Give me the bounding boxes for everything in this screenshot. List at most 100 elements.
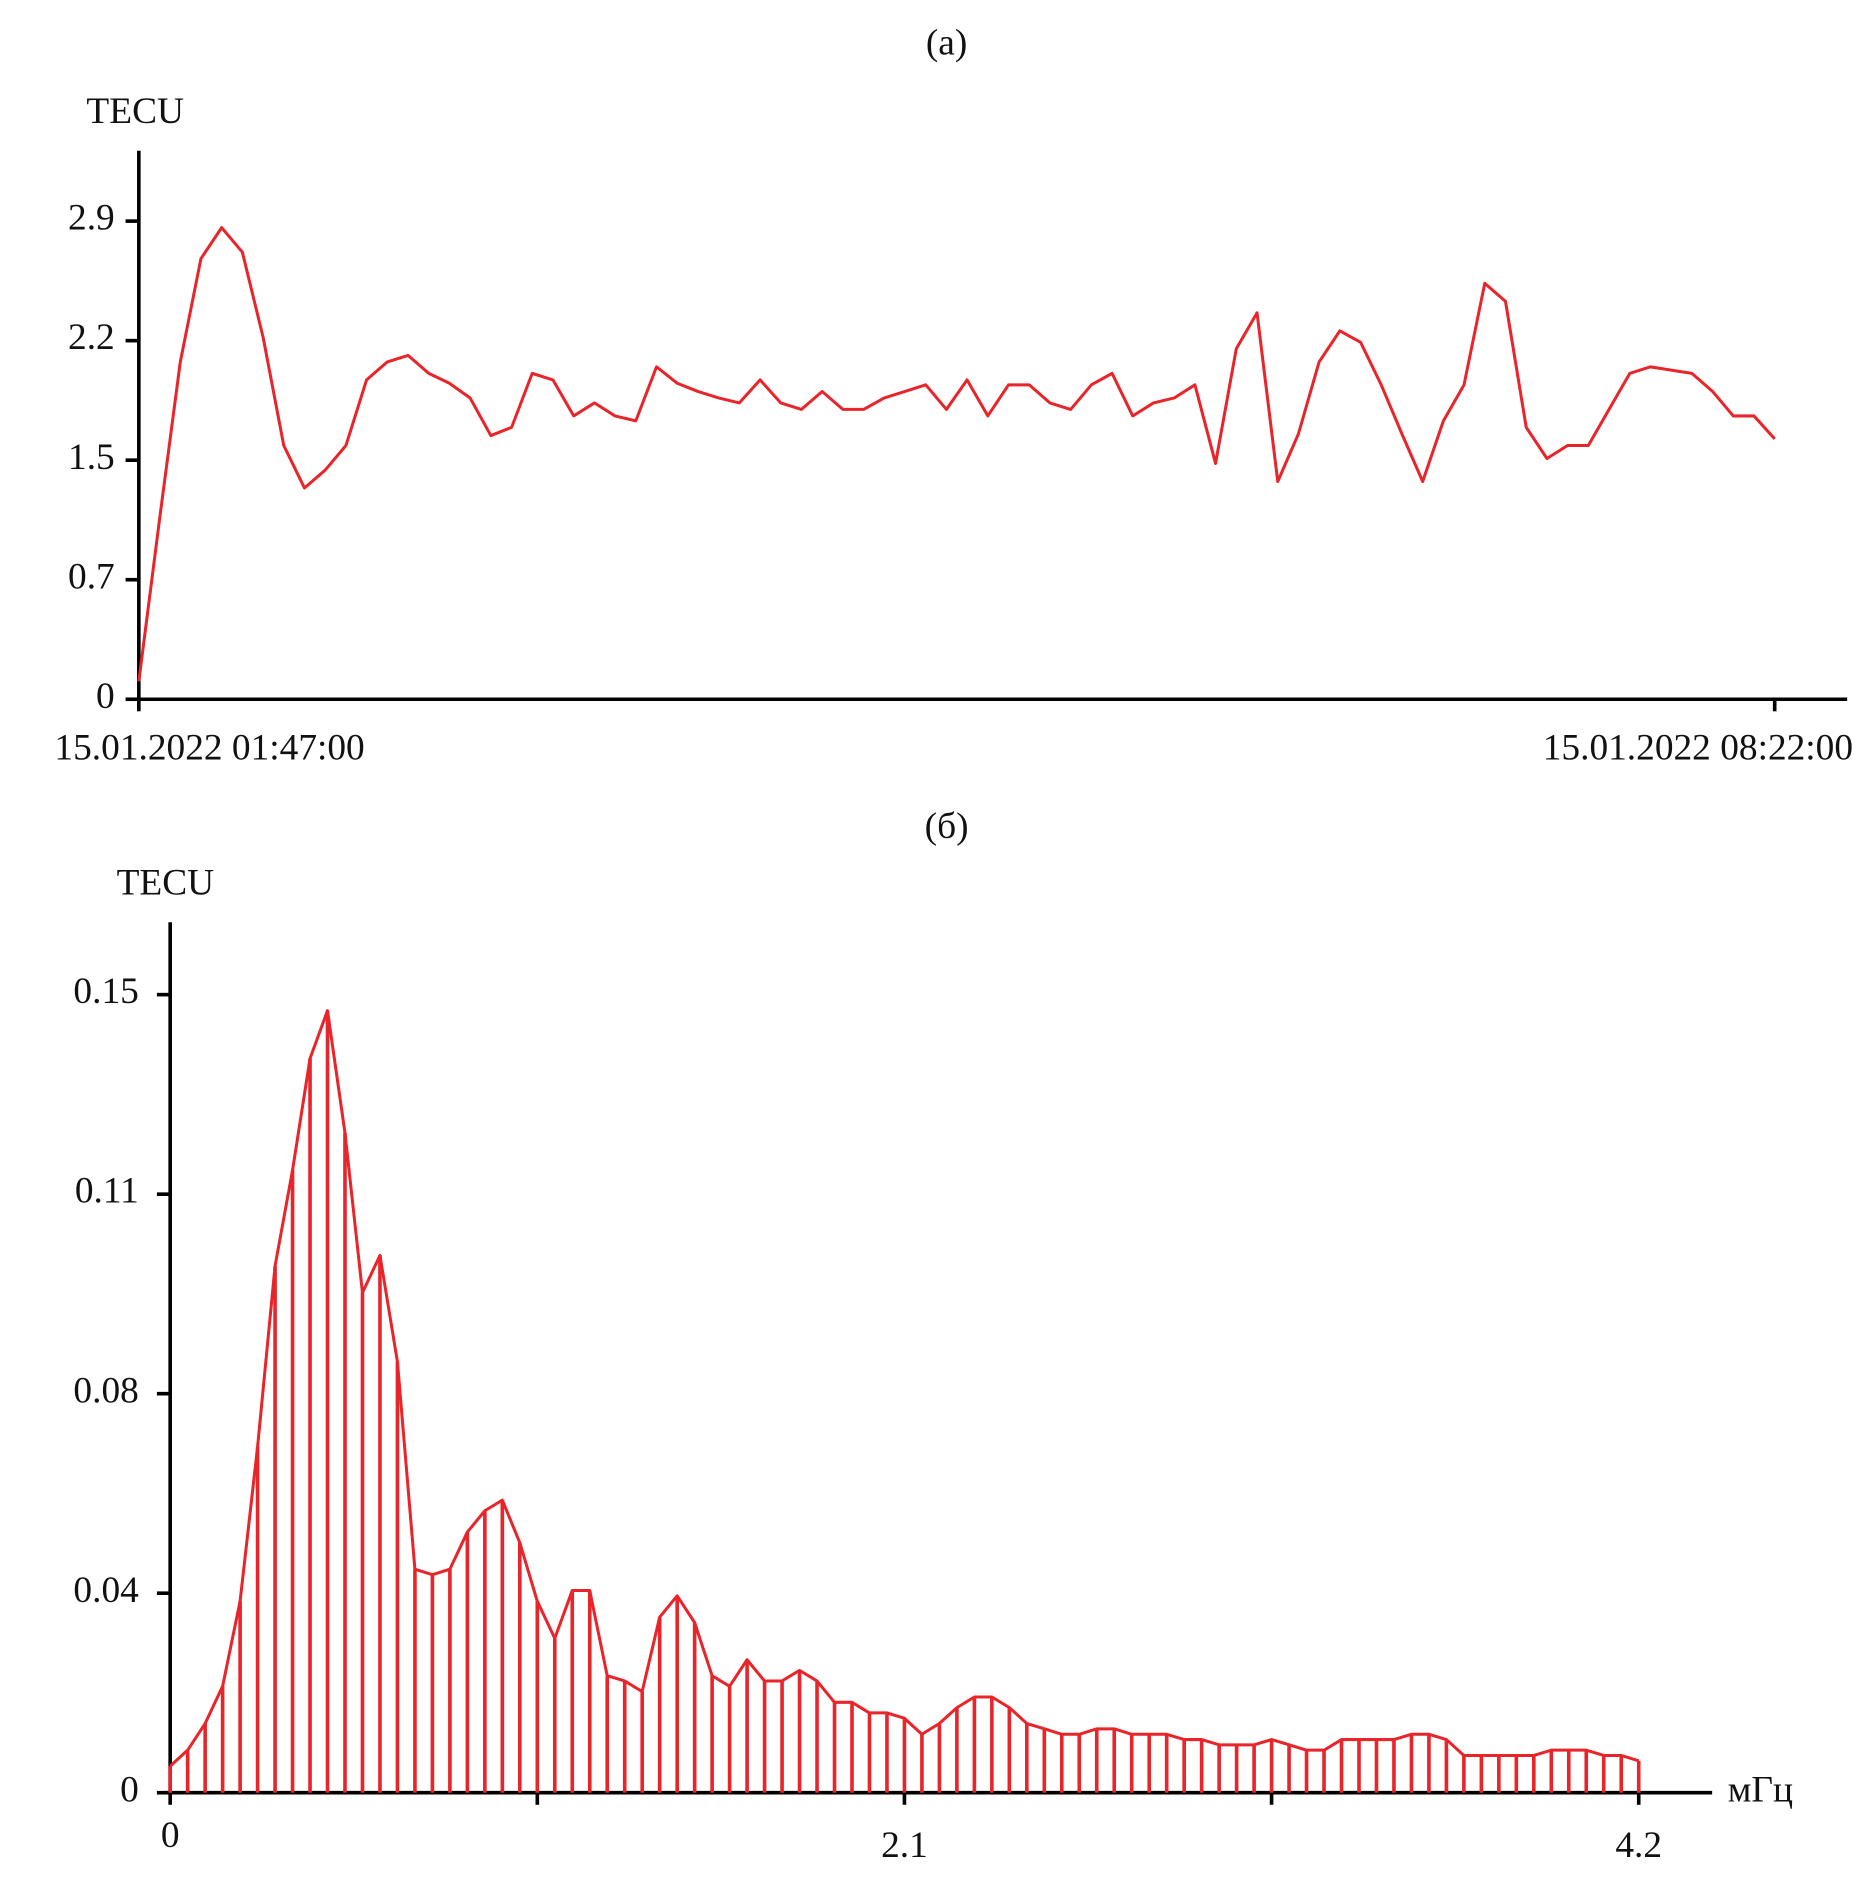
bar bbox=[780, 1680, 784, 1793]
bar bbox=[1427, 1734, 1431, 1793]
bar bbox=[937, 1723, 942, 1793]
bar bbox=[1252, 1744, 1256, 1793]
bar bbox=[1234, 1744, 1239, 1793]
bar bbox=[203, 1723, 207, 1793]
bar bbox=[430, 1574, 435, 1793]
y-tick-label: 0 bbox=[96, 676, 115, 717]
bar bbox=[1217, 1744, 1221, 1793]
bar bbox=[378, 1255, 382, 1793]
y-tick-label: 0.7 bbox=[68, 556, 115, 597]
bar bbox=[1479, 1755, 1484, 1793]
bar bbox=[1339, 1739, 1344, 1793]
bar bbox=[1129, 1734, 1134, 1793]
y-tick-label: 0.04 bbox=[73, 1570, 139, 1611]
bar bbox=[850, 1702, 854, 1793]
bar bbox=[1164, 1734, 1169, 1793]
bar bbox=[1182, 1739, 1186, 1793]
bar bbox=[605, 1675, 610, 1793]
bar bbox=[1007, 1707, 1012, 1793]
x-axis-label: мГц bbox=[1728, 1769, 1793, 1810]
bar bbox=[640, 1691, 645, 1793]
bar bbox=[1147, 1734, 1152, 1793]
bar bbox=[657, 1617, 662, 1793]
bar bbox=[343, 1132, 347, 1793]
bar bbox=[360, 1292, 365, 1793]
bar bbox=[1199, 1739, 1204, 1793]
bar bbox=[955, 1707, 959, 1793]
bar bbox=[972, 1696, 977, 1793]
bar bbox=[832, 1702, 837, 1793]
bar bbox=[1287, 1744, 1291, 1793]
y-tick-label: 0 bbox=[120, 1769, 139, 1810]
bar bbox=[1322, 1750, 1326, 1793]
bar bbox=[710, 1675, 714, 1793]
bar bbox=[1025, 1723, 1029, 1793]
bar bbox=[1409, 1734, 1414, 1793]
x-tick-label: 15.01.2022 08:22:00 bbox=[1543, 728, 1853, 769]
x-tick-label: 4.2 bbox=[1615, 1825, 1662, 1866]
bar bbox=[1566, 1750, 1571, 1793]
bar bbox=[692, 1622, 697, 1793]
bar bbox=[745, 1659, 749, 1793]
bar bbox=[1042, 1728, 1047, 1793]
bar bbox=[1462, 1755, 1466, 1793]
bar bbox=[1094, 1728, 1099, 1793]
bar bbox=[500, 1500, 505, 1793]
bar bbox=[395, 1361, 400, 1793]
bar bbox=[1357, 1739, 1361, 1793]
bar bbox=[1392, 1739, 1396, 1793]
bar bbox=[465, 1532, 470, 1793]
y-tick-label: 2.2 bbox=[68, 317, 115, 358]
bar bbox=[552, 1638, 557, 1793]
y-tick-label: 2.9 bbox=[68, 198, 115, 239]
bar bbox=[867, 1712, 872, 1793]
bar bbox=[622, 1680, 627, 1793]
y-axis-label: TECU bbox=[86, 91, 184, 132]
bar bbox=[238, 1601, 242, 1793]
bar bbox=[273, 1265, 277, 1793]
x-tick-label: 15.01.2022 01:47:00 bbox=[54, 728, 364, 769]
bar bbox=[1549, 1750, 1554, 1793]
y-tick-label: 0.08 bbox=[73, 1370, 138, 1411]
bar bbox=[1584, 1750, 1589, 1793]
bar bbox=[920, 1734, 924, 1793]
bar bbox=[1374, 1739, 1379, 1793]
panel-title: (б) bbox=[925, 806, 969, 847]
bar bbox=[1077, 1734, 1082, 1793]
bar bbox=[1059, 1734, 1064, 1793]
y-tick-label: 0.15 bbox=[73, 971, 138, 1012]
panel-title: (a) bbox=[926, 22, 967, 63]
y-axis-label: TECU bbox=[117, 863, 215, 904]
bar bbox=[220, 1686, 225, 1793]
bar-envelope bbox=[169, 1009, 1640, 1768]
bar bbox=[518, 1542, 522, 1793]
bar bbox=[290, 1170, 295, 1793]
bar bbox=[1532, 1755, 1536, 1793]
bar bbox=[1619, 1755, 1624, 1793]
x-tick-label: 0 bbox=[161, 1815, 180, 1856]
bar bbox=[1601, 1755, 1606, 1793]
bar bbox=[570, 1590, 575, 1793]
bar bbox=[483, 1510, 487, 1793]
bar bbox=[762, 1680, 767, 1793]
bar bbox=[587, 1590, 592, 1793]
bar bbox=[535, 1601, 540, 1793]
bar bbox=[1112, 1728, 1117, 1793]
bar bbox=[797, 1670, 802, 1793]
y-tick-label: 0.11 bbox=[75, 1171, 139, 1212]
bar bbox=[448, 1569, 452, 1793]
bar bbox=[185, 1750, 190, 1793]
bar bbox=[1497, 1755, 1501, 1793]
bar bbox=[885, 1712, 889, 1793]
bar bbox=[1514, 1755, 1519, 1793]
bar bbox=[1269, 1739, 1274, 1793]
x-tick-label: 2.1 bbox=[881, 1825, 928, 1866]
y-tick-label: 1.5 bbox=[68, 437, 115, 478]
bar bbox=[1304, 1750, 1309, 1793]
bar bbox=[727, 1686, 732, 1793]
bar bbox=[1444, 1739, 1449, 1793]
bar bbox=[902, 1718, 907, 1793]
bar bbox=[675, 1595, 679, 1793]
